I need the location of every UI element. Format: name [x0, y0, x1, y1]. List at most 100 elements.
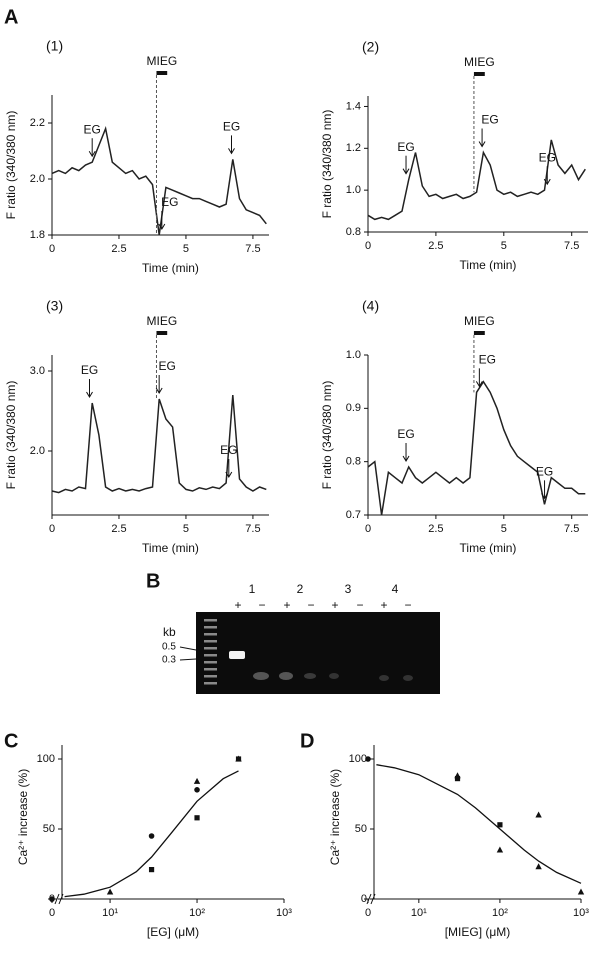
arrow-head — [478, 141, 486, 148]
point — [148, 833, 155, 839]
band — [229, 651, 245, 659]
mieg-bar — [156, 331, 168, 335]
point — [365, 756, 371, 762]
y-tick-label: 0.7 — [346, 509, 361, 521]
sign: + — [331, 598, 338, 612]
y-tick-label: 1.8 — [30, 229, 45, 241]
x-tick-label: 0 — [365, 523, 371, 535]
y-tick-label: 100 — [37, 753, 55, 765]
x-tick-label: 0 — [365, 240, 371, 252]
point — [106, 888, 114, 895]
trace — [367, 380, 586, 516]
x-tick-label: 0 — [49, 523, 55, 535]
annotation: EG — [161, 195, 178, 209]
x-tick-label: 5 — [501, 523, 507, 535]
panel-label: A — [4, 6, 18, 28]
y-tick-label: 0.8 — [346, 456, 361, 468]
point — [535, 863, 542, 870]
chart-label: (3) — [46, 298, 63, 314]
mieg-label: MIEG — [464, 314, 495, 328]
annotation: EG — [84, 122, 101, 136]
x-axis-label: Time (min) — [460, 258, 517, 272]
x-tick-label: 7.5 — [564, 240, 579, 252]
sign: + — [380, 598, 387, 612]
x-tick-label: 10³ — [573, 907, 589, 919]
annotation: EG — [397, 140, 414, 154]
mieg-bar — [473, 72, 485, 76]
fit-curve — [64, 770, 239, 898]
lane-label: 4 — [392, 582, 399, 596]
x-tick-label: 0 — [365, 907, 371, 919]
sign: − — [356, 598, 363, 612]
panel-label: B — [146, 570, 160, 592]
annotation: EG — [397, 427, 414, 441]
x-tick-label: 2.5 — [111, 243, 126, 255]
x-tick-label: 7.5 — [245, 243, 260, 255]
point — [49, 896, 55, 902]
lane-label: 2 — [297, 582, 304, 596]
point — [194, 815, 200, 821]
panel-label: C — [4, 730, 18, 752]
marker-label: 0.5 — [162, 642, 176, 653]
mieg-bar — [156, 71, 168, 75]
y-axis-label: F ratio (340/380 nm) — [4, 111, 18, 220]
marker-label: 0.3 — [162, 655, 176, 666]
arrow-head — [475, 381, 483, 388]
point — [497, 822, 503, 828]
point — [454, 772, 461, 779]
annotation: EG — [539, 150, 556, 164]
annotation: EG — [223, 120, 240, 134]
sign: + — [283, 598, 290, 612]
y-axis-label: F ratio (340/380 nm) — [320, 110, 334, 219]
point — [577, 888, 585, 895]
x-tick-label: 5 — [183, 243, 189, 255]
mieg-label: MIEG — [147, 54, 178, 68]
x-tick-label: 2.5 — [428, 240, 443, 252]
x-tick-label: 7.5 — [245, 523, 260, 535]
point — [148, 867, 155, 873]
point — [496, 846, 504, 853]
x-axis-label: [MIEG] (μM) — [445, 925, 511, 939]
chart-label: (1) — [46, 38, 63, 54]
y-tick-label: 2.2 — [30, 117, 45, 129]
x-tick-label: 7.5 — [564, 523, 579, 535]
y-tick-label: 2.0 — [30, 173, 45, 185]
trace — [367, 139, 586, 221]
x-tick-label: 5 — [501, 240, 507, 252]
point — [235, 755, 242, 762]
panel-label: D — [300, 730, 314, 752]
y-tick-label: 100 — [349, 753, 367, 765]
y-tick-label: 0.9 — [346, 402, 361, 414]
y-tick-label: 0 — [361, 893, 367, 905]
x-tick-label: 0 — [49, 907, 55, 919]
arrow-head — [86, 391, 93, 398]
y-tick-label: 1.0 — [346, 184, 361, 196]
arrow-head — [541, 493, 548, 500]
point — [193, 777, 201, 784]
x-tick-label: 10² — [189, 907, 205, 919]
x-tick-label: 2.5 — [428, 523, 443, 535]
y-tick-label: 50 — [355, 823, 367, 835]
axis-break — [54, 893, 60, 905]
annotation: EG — [220, 443, 237, 457]
gel: B kb 0.5 0.3 1 2 3 4 + − + − + − + − — [146, 570, 440, 694]
chart-label: (2) — [362, 39, 379, 55]
sign: − — [404, 598, 411, 612]
mieg-label: MIEG — [147, 314, 178, 328]
arrow-head — [543, 178, 551, 186]
arrow-head — [402, 455, 410, 462]
x-tick-label: 10³ — [276, 907, 292, 919]
lane-label: 1 — [249, 582, 256, 596]
x-tick-label: 5 — [183, 523, 189, 535]
y-axis-label: F ratio (340/380 nm) — [320, 381, 334, 490]
smears — [253, 672, 413, 681]
y-tick-label: 3.0 — [30, 365, 45, 377]
lane-label: 3 — [345, 582, 352, 596]
x-tick-label: 2.5 — [111, 523, 126, 535]
annotation: EG — [536, 465, 553, 479]
y-tick-label: 1.2 — [346, 142, 361, 154]
y-tick-label: 1.4 — [346, 100, 361, 112]
annotation: EG — [479, 353, 496, 367]
x-tick-label: 0 — [49, 243, 55, 255]
point — [194, 787, 200, 793]
